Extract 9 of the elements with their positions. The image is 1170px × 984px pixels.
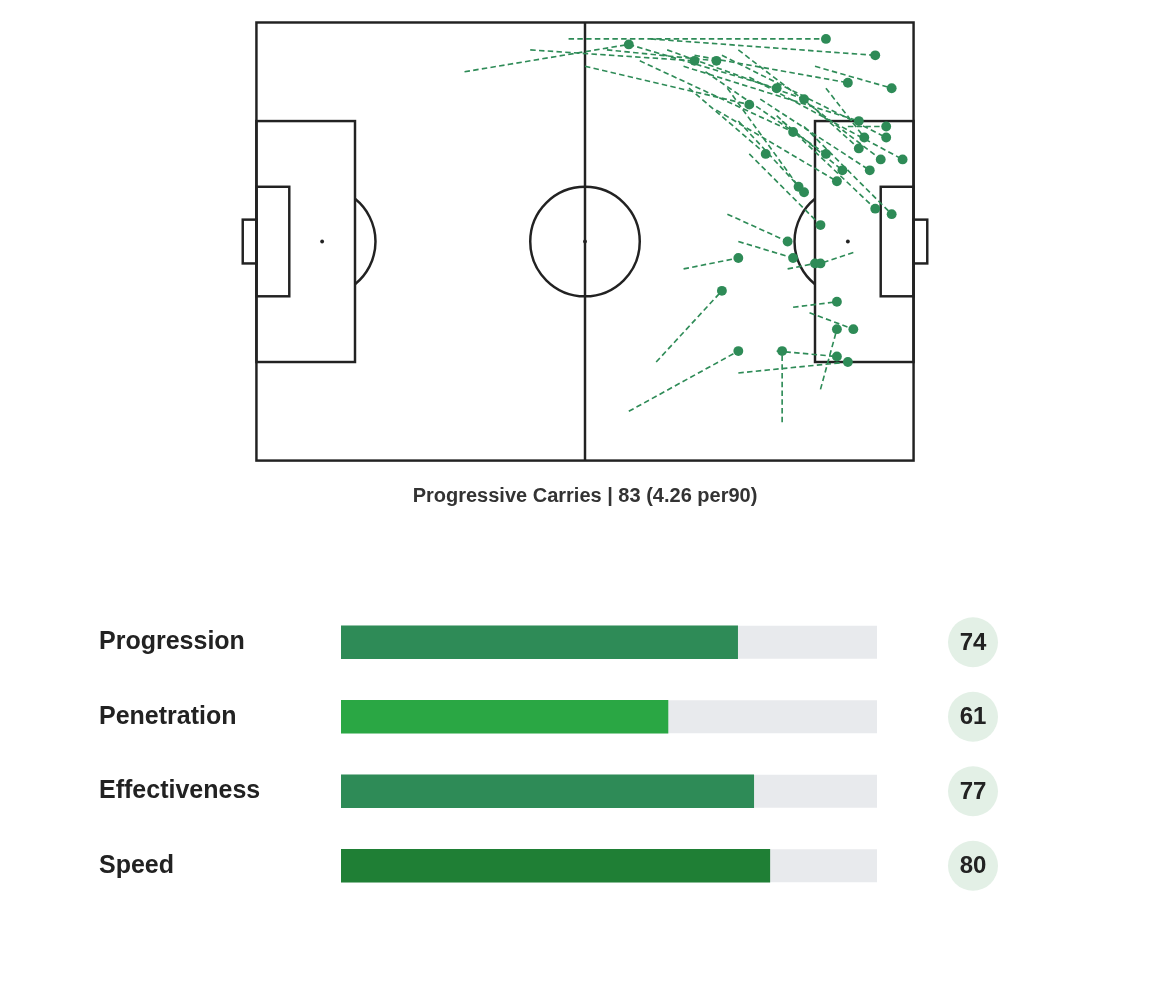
data-label: 77 [959, 776, 987, 804]
y-tick-label: Progression [99, 626, 245, 655]
y-tick-label: Effectiveness [99, 775, 261, 804]
data-label: 74 [959, 627, 987, 655]
y-tick-label: Penetration [99, 700, 237, 729]
data-label: 61 [959, 702, 987, 730]
text: Progressive Carries | 83 (4.26 per90) [411, 484, 759, 507]
y-tick-label: Speed [99, 849, 175, 878]
data-label: 80 [959, 851, 987, 879]
